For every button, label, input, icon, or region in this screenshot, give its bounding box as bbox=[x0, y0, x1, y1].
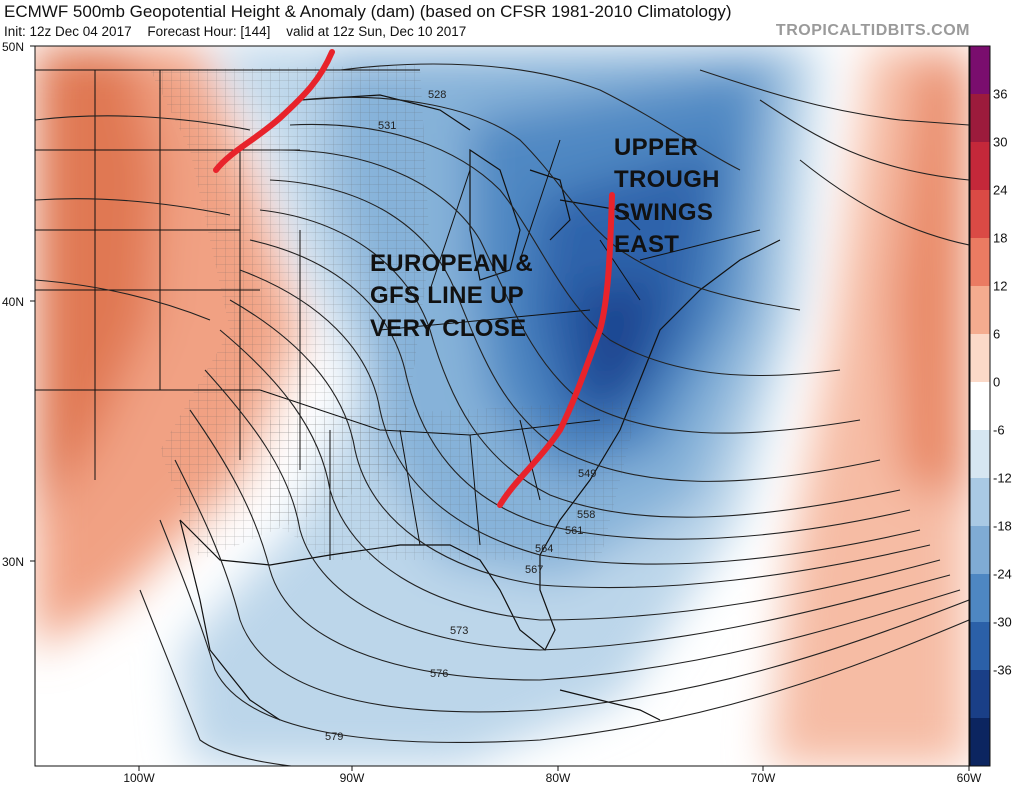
contour-label: 528 bbox=[428, 89, 446, 101]
colorbar-tick-label: 6 bbox=[993, 326, 1001, 342]
contour-labels: 528 531 549 558 561 564 567 573 576 579 bbox=[325, 89, 596, 743]
annotation-line: EAST bbox=[614, 231, 680, 259]
lon-label: 100W bbox=[123, 771, 155, 785]
colorbar-segment bbox=[970, 286, 990, 335]
contour-label: 576 bbox=[430, 668, 448, 680]
colorbar-segment bbox=[970, 238, 990, 287]
annotation-left: EUROPEAN & GFS LINE UP VERY CLOSE bbox=[370, 248, 533, 345]
contour-label: 558 bbox=[577, 509, 595, 521]
colorbar-tick-label: -36 bbox=[993, 662, 1012, 678]
init-time: Init: 12z Dec 04 2017 bbox=[4, 24, 132, 39]
colorbar-segment bbox=[970, 94, 990, 143]
colorbar-tick-label: -30 bbox=[993, 614, 1012, 630]
contour-label: 579 bbox=[325, 731, 343, 743]
contour-label: 567 bbox=[525, 564, 543, 576]
colorbar-segment bbox=[970, 718, 990, 767]
colorbar-tick-label: -12 bbox=[993, 470, 1012, 486]
annotation-line: SWINGS bbox=[614, 198, 714, 226]
lon-label: 70W bbox=[750, 771, 776, 785]
colorbar-tick-label: 30 bbox=[993, 134, 1008, 150]
map-area: 528 531 549 558 561 564 567 573 576 579 bbox=[35, 46, 969, 766]
height-contours bbox=[35, 63, 969, 766]
trough-line-east bbox=[497, 192, 615, 508]
site-credit: TROPICALTIDBITS.COM bbox=[775, 22, 970, 39]
colorbar-segment bbox=[970, 334, 990, 383]
colorbar-tick-label: -6 bbox=[993, 422, 1005, 438]
colorbar-segment bbox=[970, 46, 990, 95]
chart-title: ECMWF 500mb Geopotential Height & Anomal… bbox=[4, 2, 732, 21]
annotation-line: VERY CLOSE bbox=[370, 314, 527, 342]
contour-label: 531 bbox=[378, 120, 396, 132]
lon-label: 90W bbox=[339, 771, 365, 785]
map-frame bbox=[34, 45, 970, 767]
colorbar-segment bbox=[970, 430, 990, 479]
forecast-hour: Forecast Hour: [144] bbox=[147, 24, 271, 39]
annotation-right: UPPER TROUGH SWINGS EAST bbox=[614, 132, 720, 262]
colorbar-tick-label: -24 bbox=[993, 566, 1012, 582]
colorbar-segment bbox=[970, 382, 990, 431]
colorbar-tick-label: 36 bbox=[993, 86, 1008, 102]
annotation-line: TROUGH bbox=[614, 166, 720, 194]
colorbar-tick-label: 12 bbox=[993, 278, 1008, 294]
annotation-line: EUROPEAN & bbox=[370, 250, 534, 277]
contour-label: 561 bbox=[565, 525, 583, 537]
colorbar-segment bbox=[970, 526, 990, 575]
colorbar-segment bbox=[970, 574, 990, 623]
colorbar-segment bbox=[970, 622, 990, 671]
lon-label: 80W bbox=[545, 771, 571, 785]
annotation-line: GFS LINE UP bbox=[370, 282, 524, 310]
annotation-line: UPPER bbox=[614, 134, 699, 161]
colorbar-segment bbox=[970, 478, 990, 527]
contour-label: 564 bbox=[535, 543, 553, 555]
state-borders bbox=[35, 69, 761, 560]
lat-label: 30N bbox=[2, 555, 25, 569]
colorbar-segment bbox=[970, 142, 990, 191]
colorbar bbox=[969, 45, 991, 767]
trough-lines bbox=[213, 49, 615, 508]
forecast-info: Init: 12z Dec 04 2017 Forecast Hour: [14… bbox=[4, 24, 478, 39]
contour-label: 573 bbox=[450, 625, 468, 637]
colorbar-segment bbox=[970, 670, 990, 719]
valid-time: valid at 12z Sun, Dec 10 2017 bbox=[286, 24, 467, 39]
lat-label: 50N bbox=[2, 40, 25, 54]
lon-label: 60W bbox=[956, 771, 982, 785]
colorbar-tick-label: -18 bbox=[993, 518, 1012, 534]
axis-ticks bbox=[30, 45, 970, 771]
colorbar-tick-label: 0 bbox=[993, 374, 1001, 390]
colorbar-tick-label: 18 bbox=[993, 230, 1008, 246]
colorbar-segment bbox=[970, 190, 990, 239]
contour-label: 549 bbox=[578, 468, 596, 480]
trough-line-north bbox=[213, 49, 335, 173]
colorbar-tick-label: 24 bbox=[993, 182, 1008, 198]
lat-label: 40N bbox=[2, 295, 25, 309]
